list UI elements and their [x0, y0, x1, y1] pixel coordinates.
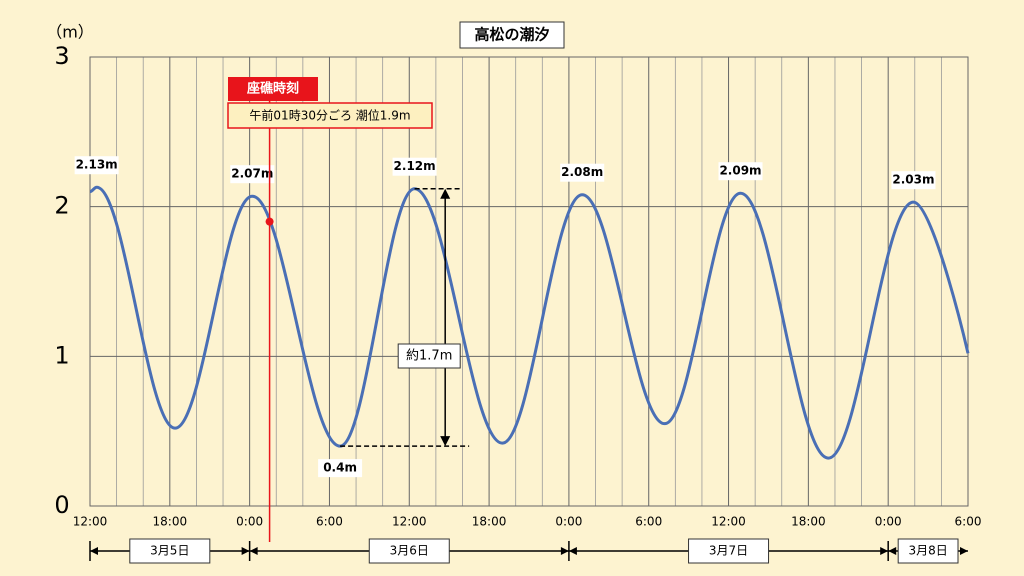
arrow-head: [568, 547, 577, 555]
date-box: [897, 538, 959, 564]
x-tick-label: 6:00: [635, 515, 662, 529]
x-tick-label: 12:00: [73, 515, 108, 529]
date-box: [129, 538, 211, 564]
value-label: 2.08m: [561, 165, 603, 179]
arrow-head: [888, 547, 897, 555]
x-tick-label: 18:00: [791, 515, 826, 529]
value-label-bg: [230, 165, 275, 184]
date-label: 3月6日: [390, 544, 429, 558]
x-tick-label: 18:00: [153, 515, 188, 529]
date-label: 3月7日: [709, 544, 748, 558]
arrow-head: [90, 547, 98, 555]
value-label: 2.07m: [231, 167, 273, 181]
arrow-head: [560, 547, 569, 555]
arrow-head: [249, 547, 258, 555]
event-title: 座礁時刻: [246, 81, 299, 97]
event-point: [265, 217, 274, 226]
value-label: 2.12m: [394, 159, 436, 173]
x-tick-label: 18:00: [472, 515, 507, 529]
value-label-bg: [392, 157, 437, 176]
arrow-head: [440, 188, 451, 199]
x-tick-label: 6:00: [316, 515, 343, 529]
value-label-bg: [718, 162, 763, 181]
value-label-bg: [74, 156, 119, 175]
arrow-head: [960, 547, 968, 555]
x-tick-label: 12:00: [392, 515, 427, 529]
event-title-box: [228, 77, 318, 101]
value-label-bg: [318, 459, 363, 478]
arrow-head: [241, 547, 250, 555]
date-box: [368, 538, 450, 564]
value-label-bg: [891, 171, 936, 190]
range-label: 約1.7m: [406, 349, 452, 364]
chart-title: 高松の潮汐: [474, 26, 549, 44]
x-tick-label: 0:00: [875, 515, 902, 529]
value-label: 2.09m: [719, 164, 761, 178]
arrow-head: [440, 436, 451, 447]
x-tick-label: 0:00: [236, 515, 263, 529]
x-tick-label: 0:00: [555, 515, 582, 529]
y-tick-label: 0: [54, 491, 69, 519]
y-tick-label: 3: [54, 42, 69, 70]
date-label: 3月8日: [908, 544, 947, 558]
tide-line: [89, 185, 970, 460]
y-tick-label: 2: [54, 192, 69, 220]
title-box: [459, 21, 565, 49]
date-box: [688, 538, 770, 564]
value-label: 2.13m: [76, 158, 118, 172]
range-label-box: [397, 343, 461, 369]
event-label: 午前01時30分ごろ 潮位1.9m: [249, 108, 410, 123]
value-label: 0.4m: [323, 461, 357, 475]
value-label-bg: [560, 163, 605, 182]
value-label: 2.03m: [892, 173, 934, 187]
y-tick-label: 1: [54, 341, 69, 369]
x-tick-label: 6:00: [955, 515, 982, 529]
arrow-head: [880, 547, 889, 555]
event-label-box: [227, 102, 433, 129]
y-unit: （m）: [46, 23, 94, 42]
date-label: 3月5日: [150, 544, 189, 558]
x-tick-label: 12:00: [711, 515, 746, 529]
